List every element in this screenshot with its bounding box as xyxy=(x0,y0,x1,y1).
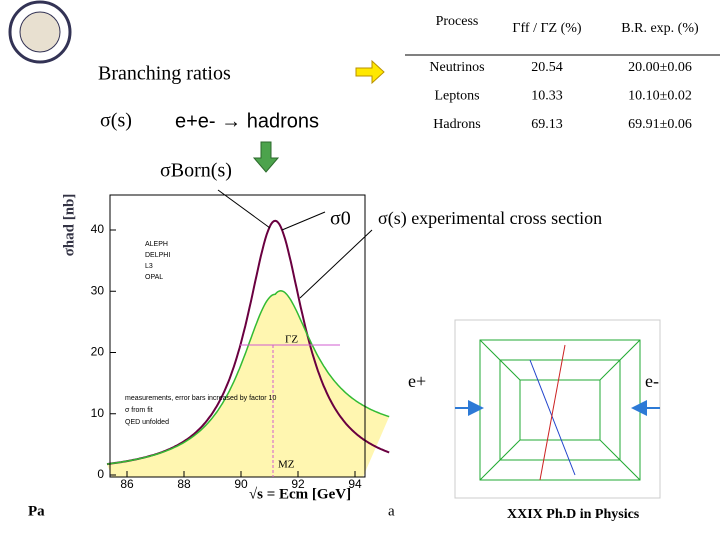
x-tick-label: 88 xyxy=(177,477,191,491)
detector-image xyxy=(454,319,661,499)
table-header: Γff / ΓZ (%) xyxy=(512,21,582,36)
y-tick-label: 10 xyxy=(91,406,105,420)
table-cell: 69.13 xyxy=(531,117,563,132)
x-tick-label: 92 xyxy=(291,477,305,491)
table-cell: 20.54 xyxy=(531,60,563,75)
label: e+e- → hadrons xyxy=(175,110,319,132)
y-tick-label: 0 xyxy=(97,467,104,481)
logo-inner xyxy=(19,11,61,53)
x-axis-label: √s = Ecm [GeV] xyxy=(249,486,351,502)
x-tick-label: 94 xyxy=(348,477,362,491)
label: Branching ratios xyxy=(98,63,231,85)
table-cell: Hadrons xyxy=(433,117,480,132)
area xyxy=(107,290,390,477)
footer: a xyxy=(388,503,395,519)
x-tick-label: 86 xyxy=(120,477,134,491)
label: e- xyxy=(645,371,659,391)
label: ΓZ xyxy=(285,334,298,346)
legend-entry: OPAL xyxy=(145,274,163,281)
track xyxy=(539,344,566,481)
table-cell: 10.33 xyxy=(531,89,563,104)
arrow xyxy=(355,59,385,85)
pointer xyxy=(299,229,373,299)
curve xyxy=(106,290,390,465)
table-header: Process xyxy=(436,14,479,29)
label: σ(s) xyxy=(100,110,132,132)
plot-frame xyxy=(109,194,366,478)
pointer xyxy=(217,189,271,229)
legend-entry: L3 xyxy=(145,263,153,270)
table-header: B.R. exp. (%) xyxy=(621,21,699,36)
legend-entry: σ from fit xyxy=(125,407,153,414)
table-cell: 69.91±0.06 xyxy=(628,117,692,132)
track xyxy=(529,359,576,476)
legend-entry: DELPHI xyxy=(145,252,170,259)
y-tick-label: 40 xyxy=(91,222,105,236)
y-tick-label: 30 xyxy=(91,283,105,297)
label: MZ xyxy=(278,459,295,471)
label: σBorn(s) xyxy=(160,160,232,182)
table-cell: Neutrinos xyxy=(429,60,484,75)
label: σ(s) experimental cross section xyxy=(378,208,602,229)
x-tick-label: 90 xyxy=(234,477,248,491)
arrow xyxy=(252,141,280,173)
pointer xyxy=(281,211,326,231)
label: σ0 xyxy=(330,208,351,230)
table-cell: 10.10±0.02 xyxy=(628,89,692,104)
y-tick-label: 20 xyxy=(91,345,105,359)
y-axis-label: σhad [nb] xyxy=(61,194,77,257)
legend-entry: QED unfolded xyxy=(125,419,169,426)
legend-entry: measurements, error bars increased by fa… xyxy=(125,395,276,402)
footer: Pa xyxy=(28,503,45,519)
legend-entry: ALEPH xyxy=(145,241,168,248)
table-cell: 20.00±0.06 xyxy=(628,60,692,75)
table-cell: Leptons xyxy=(434,89,479,104)
label: e+ xyxy=(408,371,426,391)
footer: XXIX Ph.D in Physics xyxy=(507,507,640,522)
